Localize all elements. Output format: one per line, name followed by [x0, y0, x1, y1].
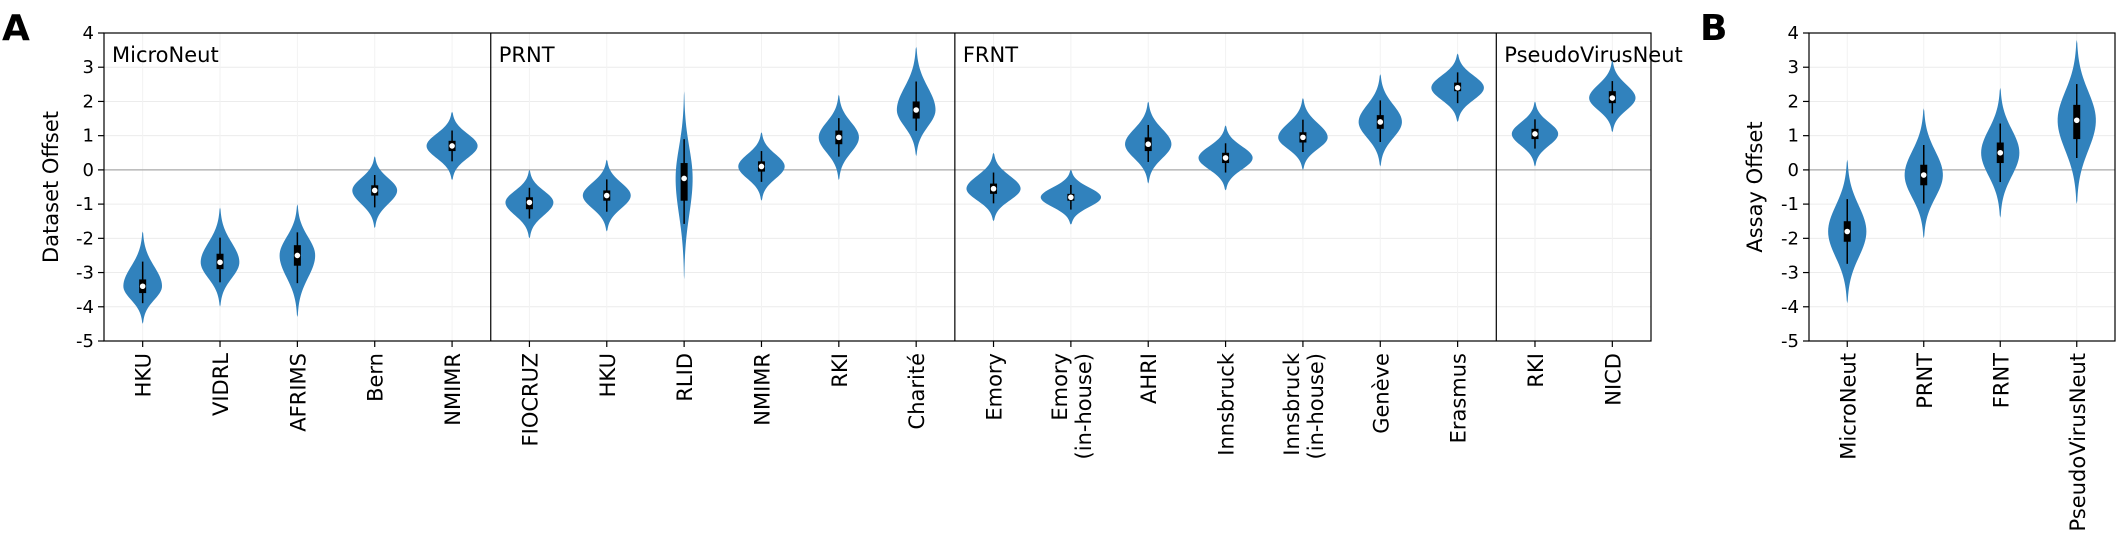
panel-letter: A [2, 8, 30, 49]
y-tick-label: -2 [76, 228, 94, 249]
y-tick-label: -5 [1781, 331, 1799, 352]
violin-median-dot [1997, 149, 2004, 156]
x-tick-label-line2: (in-house) [1072, 353, 1096, 459]
y-tick-label: 3 [83, 57, 94, 78]
x-tick-label: Innsbruck [1215, 352, 1239, 456]
x-tick-label: RLID [673, 353, 697, 402]
violin-median-dot [1844, 228, 1851, 235]
x-tick-label: RKI [1524, 353, 1548, 388]
violin-median-dot [449, 143, 455, 149]
violin-median-dot [1068, 194, 1074, 201]
x-tick-label: MicroNeut [1836, 353, 1860, 460]
y-axis-label: Dataset Offset [39, 111, 63, 263]
violin-median-dot [294, 252, 301, 259]
violin-median-dot [603, 192, 610, 199]
y-tick-label: 1 [83, 126, 94, 147]
panel-letter: B [1700, 8, 1727, 49]
x-tick-label: HKU [132, 353, 156, 397]
x-tick-label: RKI [828, 353, 852, 388]
violin-median-dot [1920, 172, 1927, 178]
y-tick-label: -5 [76, 331, 94, 352]
violin-median-dot [836, 134, 842, 141]
y-tick-label: 3 [1788, 57, 1799, 78]
y-tick-label: -3 [76, 263, 94, 284]
violin-median-dot [1222, 155, 1229, 161]
violin-median-dot [913, 107, 919, 113]
y-axis-label: Assay Offset [1743, 121, 1767, 252]
group-label: MicroNeut [112, 43, 219, 67]
y-tick-label: -4 [76, 297, 94, 318]
y-tick-label: 1 [1788, 126, 1799, 147]
violin-median-dot [1532, 131, 1538, 137]
axes-frame [1808, 32, 2116, 342]
y-tick-label: -2 [1781, 228, 1799, 249]
x-tick-label: Emory [1048, 353, 1072, 421]
x-tick-label: NICD [1601, 353, 1625, 406]
x-tick-label: Erasmus [1447, 353, 1471, 443]
violin-median-dot [2073, 117, 2080, 124]
violin-median-dot [1300, 134, 1306, 141]
y-tick-label: 2 [83, 91, 94, 112]
x-tick-label: Genève [1369, 353, 1393, 434]
y-tick-label: -1 [1781, 194, 1799, 215]
axes-frame [103, 32, 1652, 342]
x-tick-label: Innsbruck [1280, 352, 1304, 456]
x-tick-label: Emory [983, 353, 1007, 421]
y-tick-label: -3 [1781, 263, 1799, 284]
y-tick-label: -4 [1781, 297, 1799, 318]
violin-median-dot [139, 283, 146, 290]
y-tick-label: 2 [1788, 91, 1799, 112]
group-label: PseudoVirusNeut [1504, 43, 1682, 67]
x-tick-label: PseudoVirusNeut [2066, 353, 2090, 531]
x-tick-label: NMIMR [441, 353, 465, 426]
x-tick-label: AFRIMS [286, 353, 310, 432]
x-tick-label: Charité [905, 353, 929, 429]
x-tick-label: PRNT [1913, 353, 1937, 409]
x-tick-label: HKU [596, 353, 620, 397]
y-tick-label: 4 [83, 23, 94, 44]
panel-b: B -5 -4 -3 -2 -1 0 1 2 3 4 Assay Offset MicroNeut PRN… [1700, 8, 2116, 531]
violin-median-dot [1145, 141, 1152, 148]
group-label: FRNT [963, 43, 1018, 67]
x-tick-label: FRNT [1989, 353, 2013, 408]
violin-median-dot [990, 185, 997, 192]
x-tick-label: Bern [364, 353, 388, 402]
x-tick-label: AHRI [1137, 353, 1161, 404]
violin-median-dot [526, 199, 533, 206]
violin-median-dot [681, 175, 687, 182]
x-tick-label: VIDRL [209, 353, 233, 416]
y-tick-label: 0 [1788, 160, 1799, 181]
x-tick-label-line2: (in-house) [1304, 353, 1328, 459]
y-tick-label: 0 [83, 160, 94, 181]
panel-a: A MicroNeut PRNT FRNT PseudoVirusNeut -5 -4 -3 -… [2, 8, 1683, 459]
violin-iqr-box [680, 163, 688, 201]
x-tick-label: NMIMR [750, 353, 774, 426]
y-tick-label: -1 [76, 194, 94, 215]
violin-median-dot [758, 163, 765, 170]
violin-median-dot [371, 187, 378, 194]
violin-median-dot [1454, 84, 1461, 91]
violin-median-dot [1377, 119, 1384, 125]
violin-median-dot [1609, 95, 1616, 101]
x-tick-label: FIOCRUZ [518, 353, 542, 446]
y-tick-label: 4 [1788, 23, 1799, 44]
violin-median-dot [217, 259, 223, 266]
group-label: PRNT [499, 43, 555, 67]
